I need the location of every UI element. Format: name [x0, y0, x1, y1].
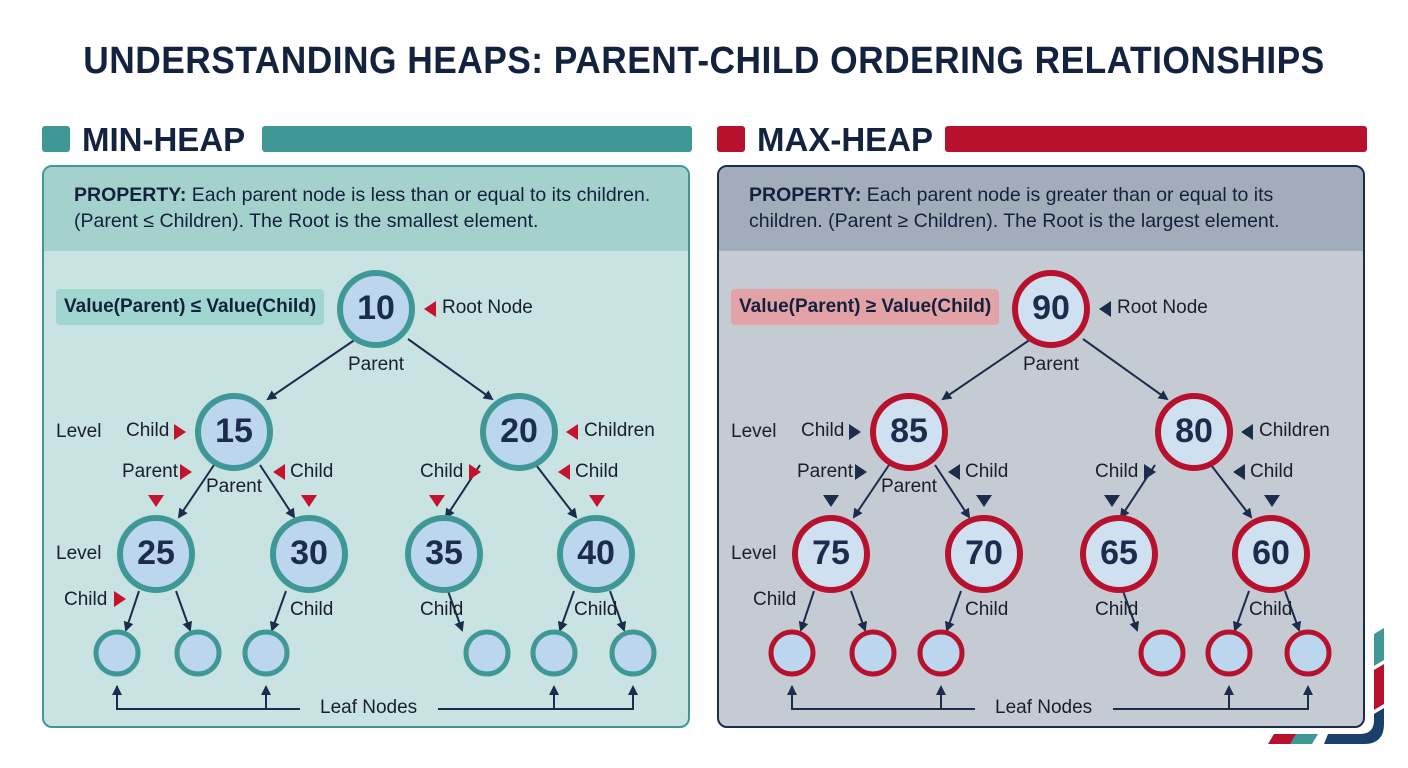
child-label: Child [126, 420, 170, 441]
min-node-level2-3: 35 [425, 534, 463, 572]
parent-label: Parent [348, 354, 404, 375]
max-root-node: 90 [1032, 289, 1070, 327]
max-heap-title: MAX-HEAP [757, 121, 934, 158]
property-label: PROPERTY: [749, 184, 862, 206]
child-label: Child [1095, 599, 1139, 620]
parent-label: Parent [797, 461, 853, 482]
max-node-level2-3: 65 [1100, 534, 1138, 572]
min-node-level1-right: 20 [500, 412, 538, 450]
parent-label: Parent [1023, 354, 1079, 375]
child-label: Child [1095, 461, 1139, 482]
max-heap-heading-bar [945, 126, 1367, 152]
level-label: Level [56, 543, 102, 564]
min-heap-heading-chip [42, 126, 70, 152]
property-text: Each parent node is greater than or equa… [749, 184, 1280, 232]
min-heap-title: MIN-HEAP [82, 121, 246, 158]
level-label: Level [731, 543, 777, 564]
property-label: PROPERTY: [74, 184, 187, 206]
max-heap-heading: MAX-HEAP [717, 121, 1367, 158]
min-edges [112, 338, 638, 710]
child-label: Child [290, 599, 334, 620]
max-heap-property: PROPERTY: Each parent node is greater th… [719, 167, 1363, 251]
child-label: Child [1249, 599, 1293, 620]
leaf-nodes-label: Leaf Nodes [995, 697, 1093, 718]
root-node-label: Root Node [1117, 297, 1208, 318]
level-label: Level [56, 421, 102, 442]
property-text: Each parent node is less than or equal t… [74, 184, 651, 232]
child-label: Child [64, 589, 108, 610]
corner-decoration [1268, 628, 1384, 744]
min-node-level2-4: 40 [577, 534, 615, 572]
min-node-level2-2: 30 [290, 534, 328, 572]
max-heap-formula: Value(Parent) ≥ Value(Child) [731, 289, 1000, 325]
root-node-label: Root Node [442, 297, 533, 318]
min-nodes [93, 270, 657, 677]
max-pointer-triangles [823, 301, 1280, 507]
page-title: UNDERSTANDING HEAPS: PARENT-CHILD ORDERI… [83, 40, 1325, 82]
child-label: Child [1250, 461, 1294, 482]
min-heap-formula: Value(Parent) ≤ Value(Child) [56, 289, 325, 325]
max-node-level2-2: 70 [965, 534, 1003, 572]
child-label: Child [575, 461, 619, 482]
max-heap-heading-chip [717, 126, 745, 152]
parent-label: Parent [206, 476, 262, 497]
max-node-level2-4: 60 [1252, 534, 1290, 572]
max-nodes [768, 270, 1332, 677]
max-heap-tree [768, 270, 1332, 710]
parent-label: Parent [881, 476, 937, 497]
child-label: Child [965, 599, 1009, 620]
min-pointer-triangles [114, 301, 605, 607]
min-heap-tree [93, 270, 657, 710]
min-node-level2-1: 25 [137, 534, 175, 572]
max-node-level1-left: 85 [890, 412, 928, 450]
children-label: Children [584, 420, 655, 441]
leaf-nodes-label: Leaf Nodes [320, 697, 418, 718]
child-label: Child [290, 461, 334, 482]
min-heap-heading-bar [262, 126, 692, 152]
level-label: Level [731, 421, 777, 442]
child-label: Child [574, 599, 618, 620]
min-heap-property: PROPERTY: Each parent node is less than … [44, 167, 688, 251]
child-label: Child [420, 599, 464, 620]
min-root-node: 10 [357, 289, 395, 327]
child-label: Child [753, 589, 797, 610]
max-node-level2-1: 75 [812, 534, 850, 572]
parent-label: Parent [122, 461, 178, 482]
min-heap-panel: PROPERTY: Each parent node is less than … [42, 165, 690, 728]
children-label: Children [1259, 420, 1330, 441]
child-label: Child [420, 461, 464, 482]
child-label: Child [965, 461, 1009, 482]
max-node-level1-right: 80 [1175, 412, 1213, 450]
max-heap-panel: PROPERTY: Each parent node is greater th… [717, 165, 1365, 728]
min-node-level1-left: 15 [215, 412, 253, 450]
min-heap-heading: MIN-HEAP [42, 121, 692, 158]
child-label: Child [801, 420, 845, 441]
